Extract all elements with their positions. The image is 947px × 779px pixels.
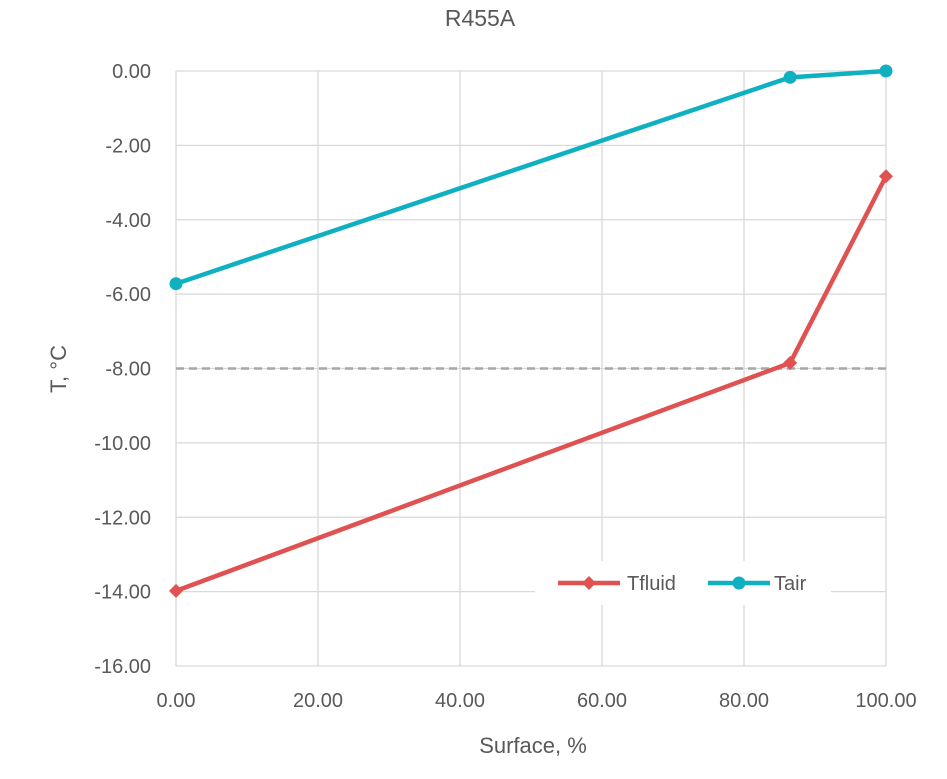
y-tick-label: -2.00 [105, 135, 151, 157]
x-tick-label: 20.00 [293, 690, 343, 712]
x-axis-label: Surface, % [479, 733, 587, 758]
y-tick-label: 0.00 [112, 61, 151, 83]
y-axis-ticks: 0.00 -2.00 -4.00 -6.00 -8.00 -10.00 -12.00 -14.… [94, 61, 151, 678]
x-tick-label: 80.00 [719, 690, 769, 712]
x-tick-label: 40.00 [435, 690, 485, 712]
y-tick-label: -4.00 [105, 210, 151, 232]
y-tick-label: -12.00 [94, 507, 151, 529]
legend-tair-marker [732, 576, 746, 590]
tfluid-line [175, 175, 889, 593]
tair-line [175, 68, 887, 286]
tair-point [169, 277, 183, 291]
legend: Tfluid Tair [535, 561, 831, 605]
legend-tfluid-label: Tfluid [627, 573, 676, 595]
tfluid-point [783, 355, 798, 370]
tair-point [879, 64, 893, 78]
y-tick-label: -8.00 [105, 359, 151, 381]
y-tick-label: -14.00 [94, 582, 151, 604]
x-tick-label: 100.00 [855, 690, 916, 712]
x-axis-ticks: 0.00 20.00 40.00 60.00 80.00 100.00 [157, 690, 917, 712]
y-axis-label: T, °C [46, 345, 71, 393]
x-tick-label: 60.00 [577, 690, 627, 712]
series-group [169, 64, 893, 598]
legend-tfluid-marker [582, 576, 596, 590]
chart-title: R455A [445, 5, 516, 31]
x-tick-label: 0.00 [157, 690, 196, 712]
y-tick-label: -16.00 [94, 656, 151, 678]
y-tick-label: -10.00 [94, 433, 151, 455]
tair-point [783, 70, 797, 84]
legend-tair-label: Tair [774, 573, 807, 595]
y-tick-label: -6.00 [105, 284, 151, 306]
tfluid-point [169, 583, 183, 598]
tfluid-point [879, 169, 893, 184]
